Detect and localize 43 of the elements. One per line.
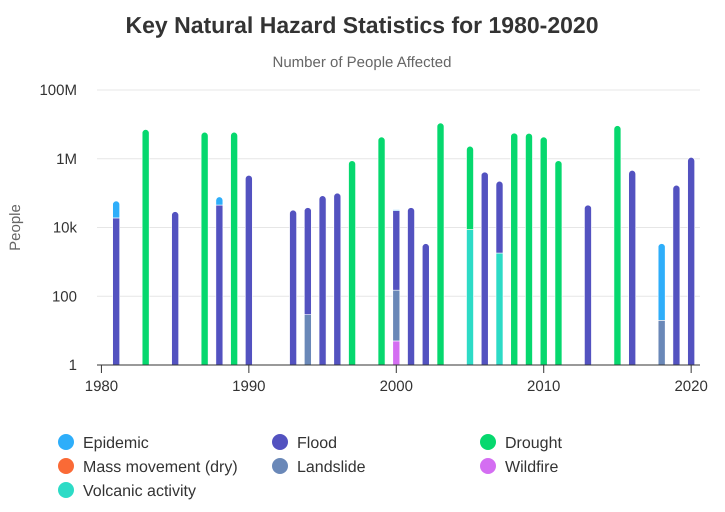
x-tick-label: 1980 [84, 378, 118, 395]
chart-subtitle: Number of People Affected [272, 54, 452, 71]
bar [554, 160, 562, 366]
x-tick-label: 2010 [527, 378, 560, 395]
bar [378, 136, 386, 366]
bar [230, 132, 238, 366]
bar [525, 133, 533, 366]
bar [422, 243, 430, 366]
x-tick-label: 2020 [674, 378, 708, 395]
bar [171, 211, 179, 366]
bar [480, 172, 489, 366]
bar [436, 122, 444, 366]
bar [614, 125, 622, 366]
bar [245, 175, 253, 366]
y-tick-label: 100M [39, 82, 77, 99]
bar [142, 129, 150, 366]
legend-label: Volcanic activity [83, 483, 196, 500]
y-tick-label: 10k [52, 220, 78, 236]
bar [289, 210, 297, 366]
bar [318, 195, 326, 366]
legend-label: Epidemic [83, 435, 149, 452]
bar [407, 207, 415, 366]
bar [672, 184, 680, 366]
y-tick-label: 1 [68, 357, 77, 374]
legend-label: Landslide [297, 459, 366, 476]
y-tick-label: 100 [52, 288, 77, 306]
bar [584, 204, 592, 366]
bar [687, 157, 695, 366]
bar [510, 132, 518, 366]
legend-label: Mass movement (dry) [83, 459, 238, 476]
legend-label: Wildfire [505, 459, 558, 476]
bar [540, 136, 548, 366]
chart-title: Key Natural Hazard Statistics for 1980-2020 [126, 12, 598, 38]
x-tick-label: 2000 [380, 378, 413, 395]
bar [628, 170, 636, 366]
bar [348, 160, 356, 366]
bar [200, 132, 208, 366]
legend-label: Drought [505, 435, 562, 452]
legend-label: Flood [297, 435, 338, 452]
bar [334, 192, 342, 366]
y-axis-title: People [7, 204, 24, 251]
y-tick-label: 1M [56, 150, 77, 168]
x-tick-label: 1990 [232, 378, 266, 395]
